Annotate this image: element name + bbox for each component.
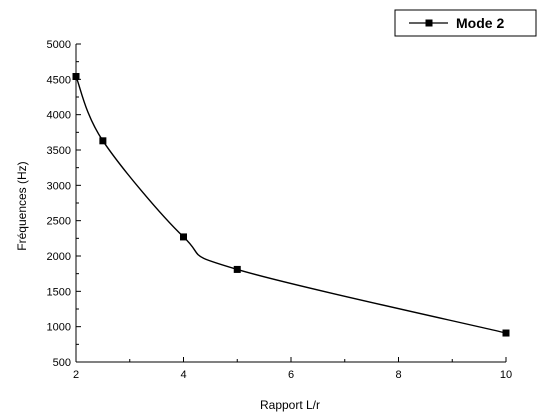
y-tick-label: 500 bbox=[53, 357, 71, 369]
x-tick-label: 10 bbox=[500, 369, 512, 381]
x-tick-label: 6 bbox=[288, 369, 294, 381]
x-tick-label: 8 bbox=[395, 369, 401, 381]
x-tick-label: 2 bbox=[73, 369, 79, 381]
y-tick-label: 1500 bbox=[47, 286, 71, 298]
data-point-marker bbox=[99, 137, 107, 145]
x-axis-title: Rapport L/r bbox=[260, 398, 320, 412]
y-tick-label: 3000 bbox=[47, 180, 71, 192]
y-axis-title: Fréquences (Hz) bbox=[15, 161, 29, 250]
axes-group bbox=[75, 44, 506, 363]
x-tick-label: 4 bbox=[180, 369, 186, 381]
series-line bbox=[75, 76, 507, 334]
legend-label: Mode 2 bbox=[456, 15, 504, 31]
data-point-marker bbox=[502, 329, 510, 337]
ticks-group: 500 1000 1500 2000 2500 3000 3500 4000 4500 5000 2… bbox=[47, 39, 513, 381]
series-group bbox=[72, 73, 510, 337]
y-tick-label: 4500 bbox=[47, 74, 71, 86]
y-tick-label: 3500 bbox=[47, 145, 71, 157]
data-point-marker bbox=[180, 233, 187, 241]
data-point-marker bbox=[72, 73, 80, 81]
y-tick-label: 2000 bbox=[47, 251, 71, 263]
legend: Mode 2 bbox=[394, 9, 537, 37]
data-point-marker bbox=[233, 265, 241, 273]
legend-marker-swatch bbox=[425, 19, 433, 27]
y-tick-label: 1000 bbox=[47, 322, 71, 334]
y-tick-label: 5000 bbox=[47, 39, 71, 51]
y-tick-label: 2500 bbox=[47, 216, 71, 228]
y-tick-label: 4000 bbox=[47, 110, 71, 122]
